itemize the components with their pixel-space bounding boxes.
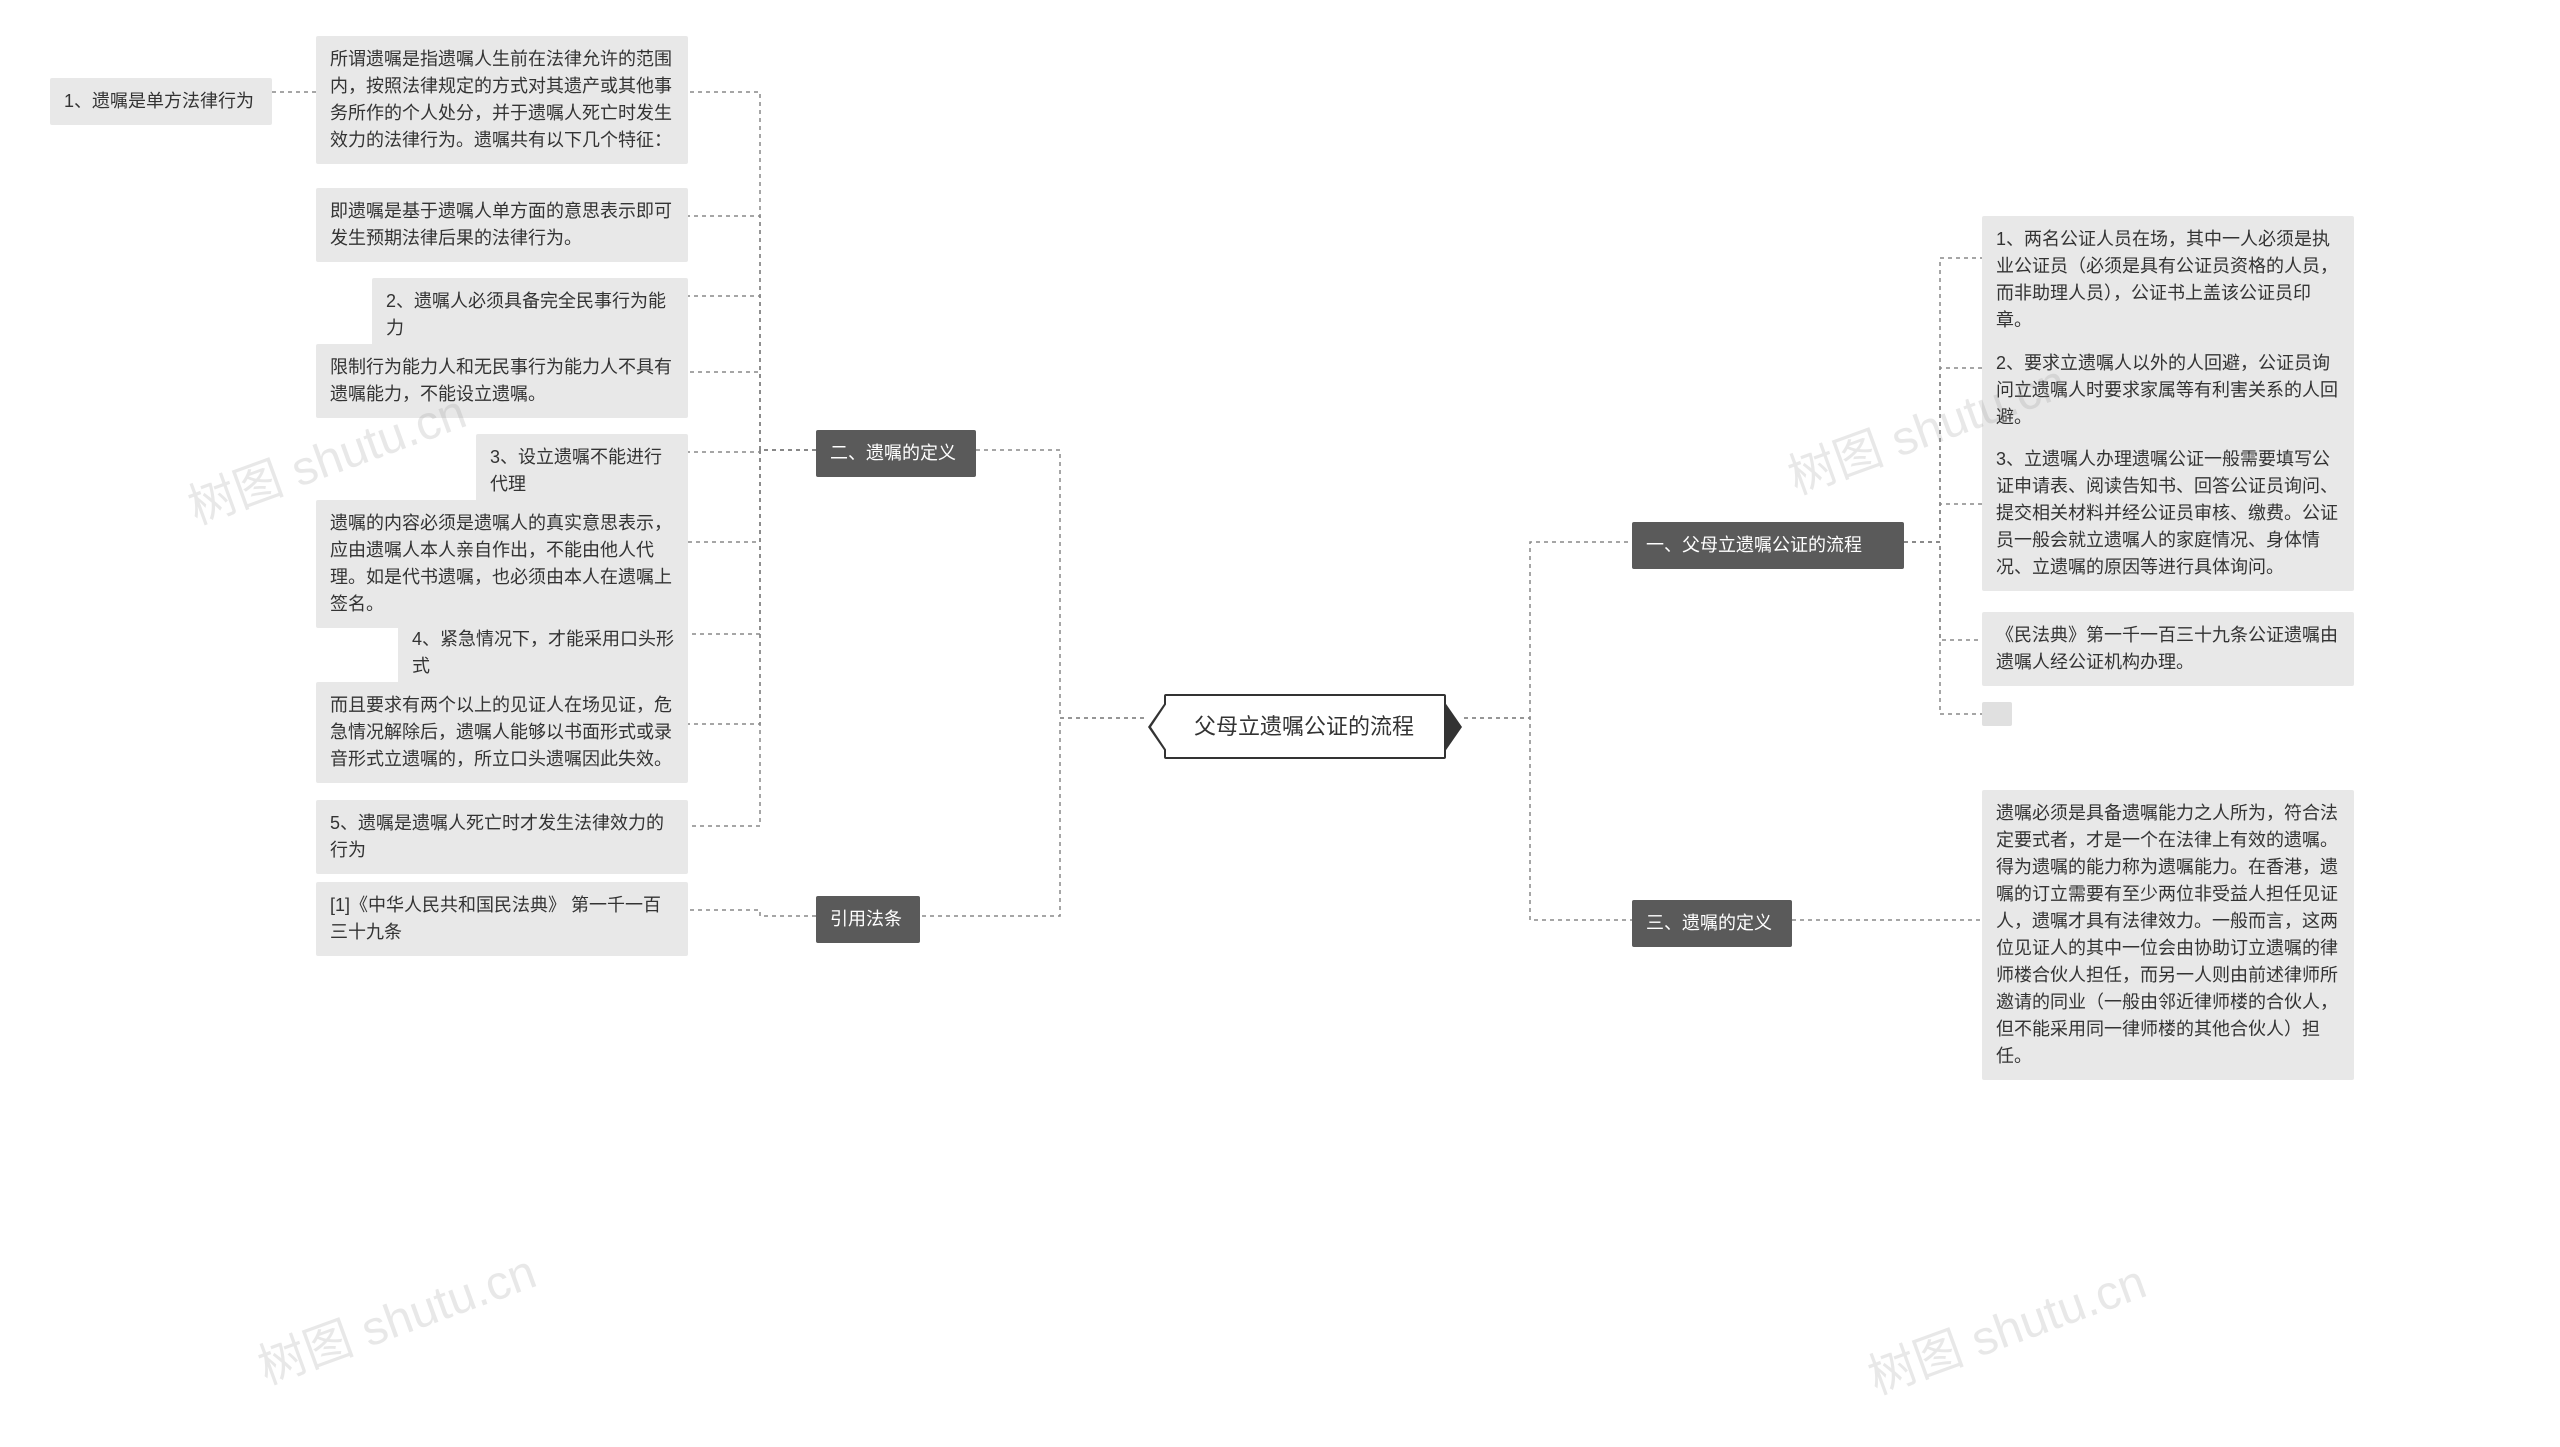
leaf-text: 3、设立遗嘱不能进行代理	[490, 447, 662, 494]
branch-right-2[interactable]: 三、遗嘱的定义	[1632, 900, 1792, 947]
leaf-l1-3[interactable]: 2、遗嘱人必须具备完全民事行为能力	[372, 278, 688, 352]
watermark: 树图 shutu.cn	[1857, 1242, 2154, 1407]
leaf-r1-1[interactable]: 1、两名公证人员在场，其中一人必须是执业公证员（必须是具有公证员资格的人员，而非…	[1982, 216, 2354, 344]
leaf-text: [1]《中华人民共和国民法典》 第一千一百三十九条	[330, 895, 661, 942]
leaf-text: 所谓遗嘱是指遗嘱人生前在法律允许的范围内，按照法律规定的方式对其遗产或其他事务所…	[330, 49, 672, 150]
leaf-r1-4[interactable]: 《民法典》第一千一百三十九条公证遗嘱由遗嘱人经公证机构办理。	[1982, 612, 2354, 686]
leaf-text: 2、要求立遗嘱人以外的人回避，公证员询问立遗嘱人时要求家属等有利害关系的人回避。	[1996, 353, 2338, 427]
watermark: 树图 shutu.cn	[247, 1232, 544, 1397]
leaf-text: 5、遗嘱是遗嘱人死亡时才发生法律效力的行为	[330, 813, 664, 860]
leaf-text: 《民法典》第一千一百三十九条公证遗嘱由遗嘱人经公证机构办理。	[1996, 625, 2338, 672]
leaf-l1-4[interactable]: 限制行为能力人和无民事行为能力人不具有遗嘱能力，不能设立遗嘱。	[316, 344, 688, 418]
leaf-r1-3[interactable]: 3、立遗嘱人办理遗嘱公证一般需要填写公证申请表、阅读告知书、回答公证员询问、提交…	[1982, 436, 2354, 591]
leaf-r1-2[interactable]: 2、要求立遗嘱人以外的人回避，公证员询问立遗嘱人时要求家属等有利害关系的人回避。	[1982, 340, 2354, 441]
leaf-r1-5-empty	[1982, 702, 2012, 726]
branch-label: 三、遗嘱的定义	[1646, 913, 1772, 933]
leaf-l1-1b[interactable]: 所谓遗嘱是指遗嘱人生前在法律允许的范围内，按照法律规定的方式对其遗产或其他事务所…	[316, 36, 688, 164]
leaf-text: 2、遗嘱人必须具备完全民事行为能力	[386, 291, 666, 338]
leaf-l1-9[interactable]: 5、遗嘱是遗嘱人死亡时才发生法律效力的行为	[316, 800, 688, 874]
branch-right-1[interactable]: 一、父母立遗嘱公证的流程	[1632, 522, 1904, 569]
leaf-l1-7[interactable]: 4、紧急情况下，才能采用口头形式	[398, 616, 688, 690]
leaf-l1-2[interactable]: 即遗嘱是基于遗嘱人单方面的意思表示即可发生预期法律后果的法律行为。	[316, 188, 688, 262]
leaf-text: 限制行为能力人和无民事行为能力人不具有遗嘱能力，不能设立遗嘱。	[330, 357, 672, 404]
leaf-text: 即遗嘱是基于遗嘱人单方面的意思表示即可发生预期法律后果的法律行为。	[330, 201, 672, 248]
center-node[interactable]: 父母立遗嘱公证的流程	[1164, 694, 1446, 759]
leaf-text: 而且要求有两个以上的见证人在场见证，危急情况解除后，遗嘱人能够以书面形式或录音形…	[330, 695, 672, 769]
branch-label: 引用法条	[830, 909, 902, 929]
leaf-text: 遗嘱的内容必须是遗嘱人的真实意思表示，应由遗嘱人本人亲自作出，不能由他人代理。如…	[330, 513, 672, 614]
leaf-l1-8[interactable]: 而且要求有两个以上的见证人在场见证，危急情况解除后，遗嘱人能够以书面形式或录音形…	[316, 682, 688, 783]
leaf-l2-1[interactable]: [1]《中华人民共和国民法典》 第一千一百三十九条	[316, 882, 688, 956]
leaf-r2-1[interactable]: 遗嘱必须是具备遗嘱能力之人所为，符合法定要式者，才是一个在法律上有效的遗嘱。得为…	[1982, 790, 2354, 1080]
branch-label: 二、遗嘱的定义	[830, 443, 956, 463]
leaf-text: 1、两名公证人员在场，其中一人必须是执业公证员（必须是具有公证员资格的人员，而非…	[1996, 229, 2338, 330]
center-label: 父母立遗嘱公证的流程	[1194, 714, 1414, 739]
leaf-text: 1、遗嘱是单方法律行为	[64, 91, 254, 111]
leaf-text: 3、立遗嘱人办理遗嘱公证一般需要填写公证申请表、阅读告知书、回答公证员询问、提交…	[1996, 449, 2338, 577]
branch-label: 一、父母立遗嘱公证的流程	[1646, 535, 1862, 555]
leaf-l1-1[interactable]: 1、遗嘱是单方法律行为	[50, 78, 272, 125]
leaf-text: 遗嘱必须是具备遗嘱能力之人所为，符合法定要式者，才是一个在法律上有效的遗嘱。得为…	[1996, 803, 2338, 1066]
leaf-l1-5[interactable]: 3、设立遗嘱不能进行代理	[476, 434, 688, 508]
branch-left-2[interactable]: 引用法条	[816, 896, 920, 943]
branch-left-1[interactable]: 二、遗嘱的定义	[816, 430, 976, 477]
leaf-text: 4、紧急情况下，才能采用口头形式	[412, 629, 674, 676]
leaf-l1-6[interactable]: 遗嘱的内容必须是遗嘱人的真实意思表示，应由遗嘱人本人亲自作出，不能由他人代理。如…	[316, 500, 688, 628]
